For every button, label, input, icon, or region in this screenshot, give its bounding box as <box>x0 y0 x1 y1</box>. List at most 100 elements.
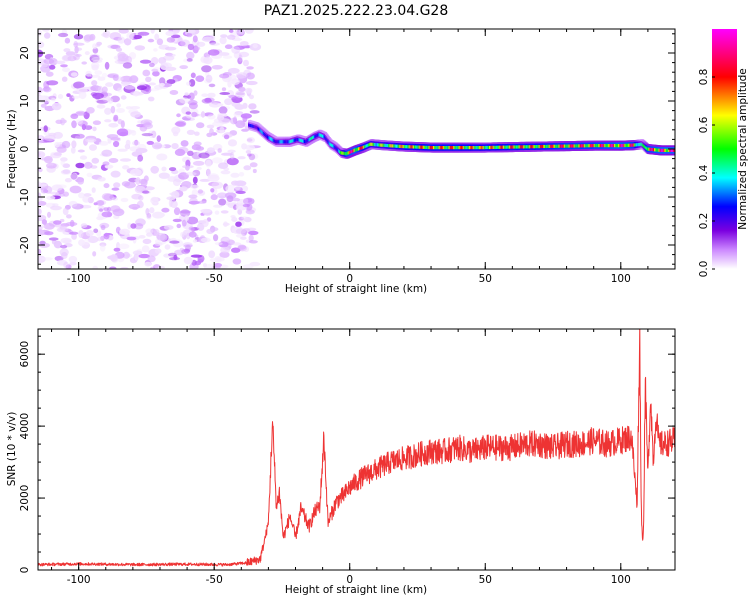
spectrogram-x-axis-label: Height of straight line (km) <box>285 283 427 295</box>
noise-blob <box>47 211 51 218</box>
noise-blob <box>61 76 68 82</box>
noise-blob <box>138 178 148 184</box>
noise-blob <box>179 210 192 214</box>
noise-blob <box>84 161 93 169</box>
noise-blob <box>38 208 42 215</box>
noise-blob <box>140 119 153 126</box>
noise-blob <box>212 121 224 127</box>
x-tick-label: 100 <box>611 273 631 285</box>
noise-blob <box>185 159 191 168</box>
noise-blob <box>122 165 130 170</box>
noise-blob <box>186 129 195 135</box>
noise-blob <box>147 255 156 263</box>
noise-blob <box>242 203 250 208</box>
noise-blob <box>84 51 90 56</box>
noise-blob <box>102 95 112 103</box>
noise-blob <box>38 248 42 256</box>
noise-blob <box>188 194 198 199</box>
noise-blob <box>62 55 74 61</box>
noise-blob <box>77 178 84 185</box>
noise-blob <box>203 263 207 268</box>
noise-blob <box>154 242 163 247</box>
noise-blob <box>184 92 189 96</box>
noise-blob <box>248 234 254 242</box>
noise-blob <box>125 139 131 146</box>
noise-blob <box>158 44 170 50</box>
noise-blob <box>207 49 220 56</box>
noise-blob <box>200 237 211 243</box>
noise-blob <box>41 219 48 225</box>
noise-blob <box>190 254 203 258</box>
noise-blob <box>207 92 216 98</box>
noise-blob <box>40 157 52 161</box>
noise-blob <box>57 94 64 99</box>
noise-blob <box>115 47 123 52</box>
noise-blob <box>207 147 215 154</box>
noise-blob <box>38 181 42 189</box>
noise-blob <box>220 210 229 214</box>
noise-blob <box>219 126 225 134</box>
noise-blob <box>43 58 55 64</box>
noise-blob <box>91 157 100 164</box>
noise-blob <box>135 177 141 185</box>
noise-blob <box>225 184 236 193</box>
noise-blob <box>66 214 72 219</box>
noise-blob <box>154 33 160 41</box>
noise-blob <box>169 192 179 196</box>
noise-blob <box>99 208 103 212</box>
x-tick-label: 50 <box>479 273 492 285</box>
noise-blob <box>117 53 129 62</box>
noise-blob <box>134 139 139 146</box>
noise-blob <box>225 201 230 206</box>
noise-blob <box>49 191 60 195</box>
noise-blob <box>187 150 194 156</box>
noise-blob <box>124 85 136 90</box>
noise-blob <box>217 112 228 118</box>
noise-blob <box>110 105 116 114</box>
noise-blob <box>208 83 216 88</box>
chart-title: PAZ1.2025.222.23.04.G28 <box>264 3 449 19</box>
snr-y-axis-label: SNR (10 * v/v) <box>6 412 18 487</box>
noise-blob <box>124 38 132 46</box>
noise-blob <box>50 205 62 211</box>
noise-blob <box>38 151 46 158</box>
noise-blob <box>55 119 63 125</box>
snr-line <box>38 329 675 567</box>
noise-blob <box>77 149 85 153</box>
noise-blob <box>93 202 98 206</box>
noise-blob <box>120 266 129 269</box>
noise-blob <box>201 36 214 42</box>
noise-blob <box>89 74 101 78</box>
noise-blob <box>80 223 88 229</box>
noise-blob <box>55 60 66 65</box>
noise-blob <box>92 126 97 132</box>
y-tick-label: 0 <box>19 567 31 574</box>
noise-blob <box>60 245 68 249</box>
noise-blob <box>126 236 137 241</box>
noise-blob <box>191 111 198 118</box>
noise-blob <box>249 261 261 267</box>
noise-blob <box>227 149 236 153</box>
noise-blob <box>104 61 110 70</box>
noise-blob <box>103 183 110 189</box>
noise-blob <box>86 172 93 178</box>
noise-blob <box>89 144 97 151</box>
noise-blob <box>161 207 170 213</box>
y-tick-label: 4000 <box>19 413 31 440</box>
noise-blob <box>63 48 71 53</box>
noise-blob <box>101 72 108 78</box>
noise-blob <box>207 173 219 179</box>
noise-blob <box>44 231 54 236</box>
noise-blob <box>113 247 121 252</box>
noise-blob <box>159 82 165 87</box>
noise-blob <box>54 255 64 262</box>
noise-blob <box>71 120 77 129</box>
noise-blob <box>244 29 254 34</box>
noise-blob <box>62 207 69 216</box>
noise-blob <box>219 251 230 258</box>
noise-blob <box>153 48 158 52</box>
noise-blob <box>216 192 228 199</box>
noise-blob <box>68 255 78 263</box>
noise-blob <box>143 122 152 128</box>
